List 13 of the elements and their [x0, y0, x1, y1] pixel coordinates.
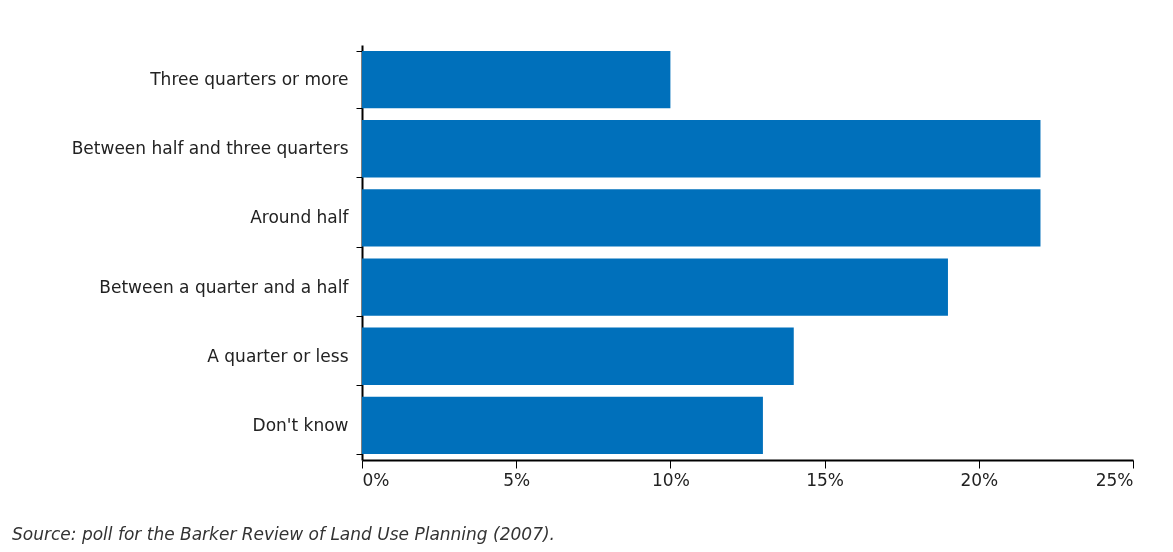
- source-note: Source: poll for the Barker Review of Land Use Planning (2007).: [12, 524, 555, 544]
- y-tick-label: Between a quarter and a half: [99, 276, 350, 297]
- x-tick-label: 15%: [806, 469, 844, 490]
- y-tick-label: Don't know: [252, 414, 349, 435]
- y-tick-label: Between half and three quarters: [71, 138, 349, 159]
- x-tick-label: 25%: [1095, 469, 1134, 490]
- x-tick-label: 0%: [362, 469, 390, 490]
- x-tick-label: 5%: [503, 469, 531, 490]
- y-tick-label: Three quarters or more: [149, 69, 349, 90]
- y-tick-label: A quarter or less: [207, 345, 349, 366]
- x-tick-label: 20%: [960, 469, 999, 490]
- x-tick-label: 10%: [652, 469, 690, 490]
- y-tick-label: Around half: [250, 207, 350, 228]
